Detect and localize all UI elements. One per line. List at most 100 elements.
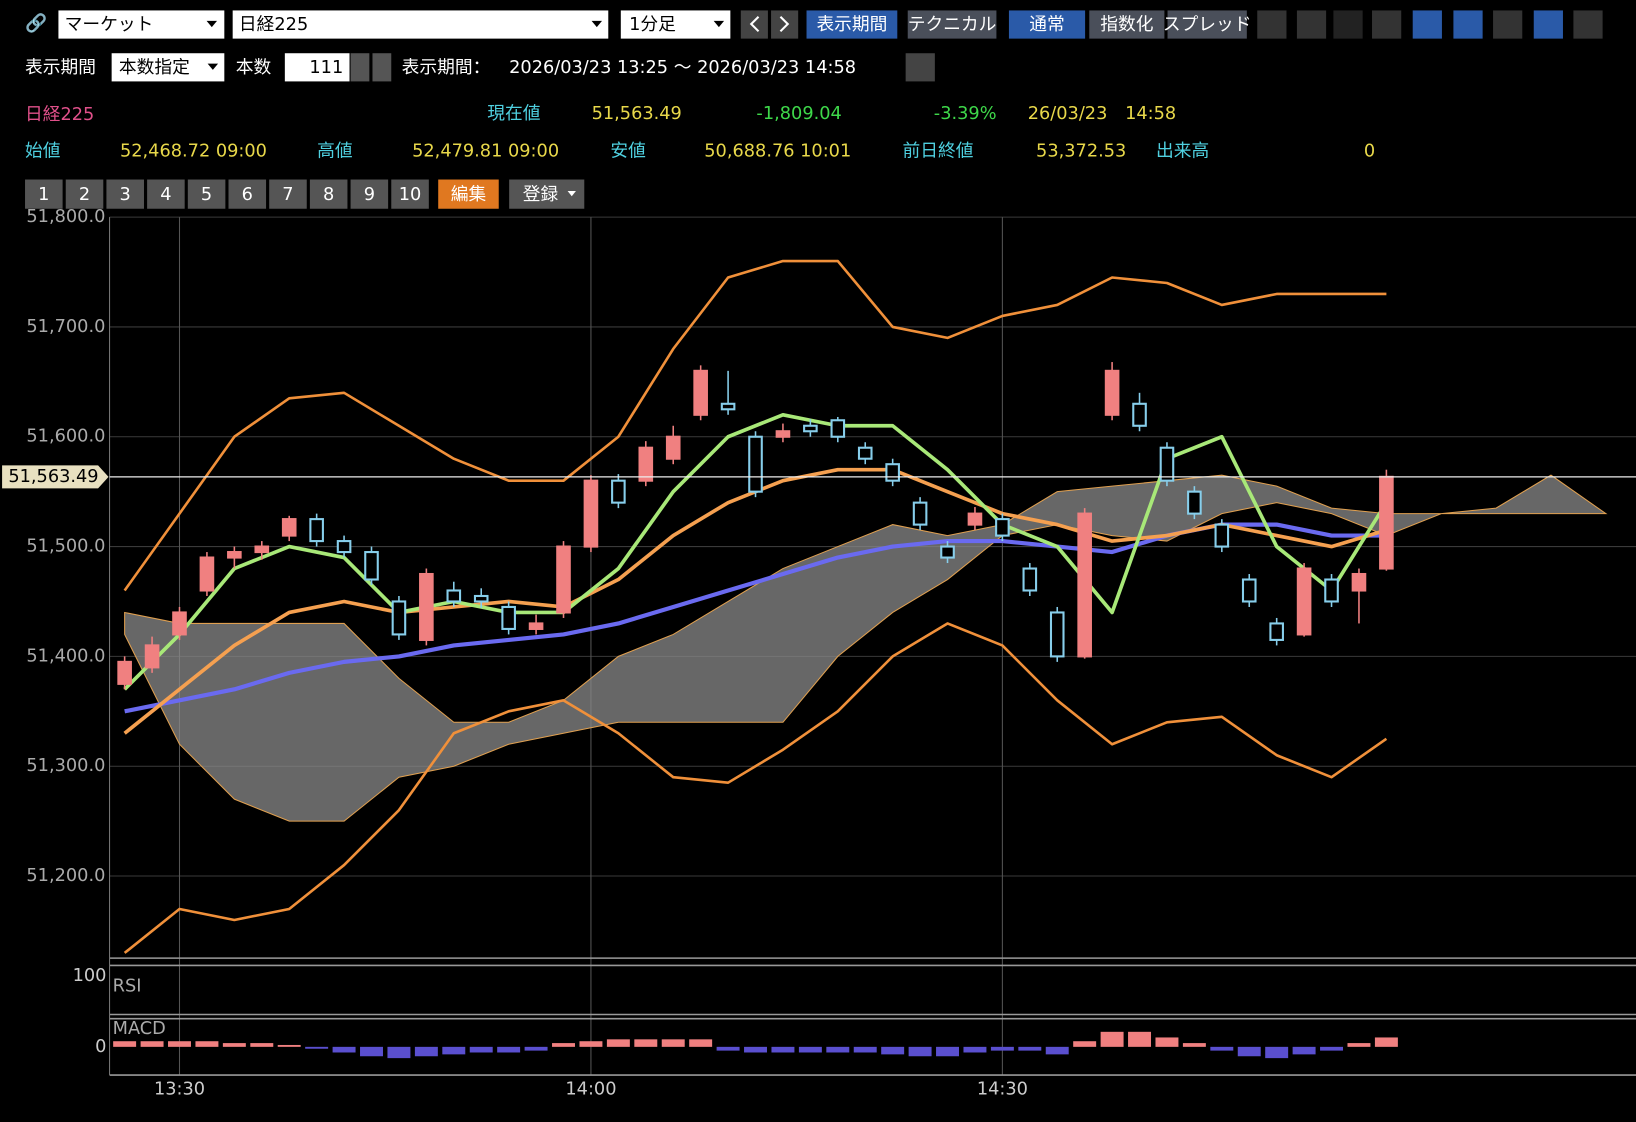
tab-label: 3 — [120, 185, 131, 205]
macd-bar — [798, 1046, 822, 1053]
tab[interactable] — [228, 179, 267, 209]
tab-label: 5 — [201, 185, 212, 205]
x-tick-label: 13:30 — [154, 1080, 205, 1100]
info-button[interactable] — [1493, 10, 1523, 39]
macd-bar — [716, 1046, 740, 1051]
toolbar-button[interactable] — [1089, 10, 1165, 39]
candle-body — [940, 545, 955, 559]
candle-body — [227, 551, 242, 559]
trend-button[interactable] — [1412, 10, 1442, 39]
price-tag-label: 51,563.49 — [8, 467, 98, 487]
count-label: 本数 — [236, 57, 272, 78]
tab[interactable] — [25, 179, 63, 209]
y-tick-label: 51,300.0 — [26, 756, 105, 776]
candle-body — [446, 589, 462, 603]
candle-body — [309, 518, 324, 543]
currency-button[interactable] — [1453, 10, 1483, 39]
pane-label: MACD — [113, 1019, 166, 1039]
macd-bar — [195, 1041, 219, 1047]
candle-body — [830, 419, 846, 438]
toolbar-button[interactable] — [1008, 10, 1086, 39]
dropdown-arrow — [591, 20, 603, 28]
indicator-line — [123, 622, 1388, 954]
next-button[interactable] — [771, 10, 799, 39]
crosshair-button[interactable] — [1257, 10, 1287, 39]
macd-bar — [1320, 1046, 1344, 1051]
zoom-in-button[interactable] — [1296, 10, 1327, 39]
y-tick-label: 51,800.0 — [26, 207, 105, 227]
count-down[interactable] — [350, 53, 370, 82]
candle-body — [1077, 512, 1092, 658]
interval-select[interactable] — [620, 10, 731, 39]
candle-body — [199, 556, 215, 592]
plot-area — [117, 259, 1608, 954]
price-tag — [2, 465, 109, 489]
tab[interactable] — [350, 179, 389, 209]
candle-body — [473, 594, 489, 603]
macd-bar — [305, 1046, 329, 1049]
candle-body — [912, 501, 928, 526]
toolbar-button[interactable] — [806, 10, 898, 39]
count-input[interactable] — [284, 53, 350, 82]
tab[interactable] — [438, 179, 499, 209]
count-text: 111 — [309, 58, 343, 78]
count-up[interactable] — [372, 53, 392, 82]
candle-body — [967, 512, 983, 526]
candle-body — [638, 446, 654, 482]
toolbar-button[interactable] — [1167, 10, 1247, 39]
area-button[interactable] — [1573, 10, 1603, 39]
y-tick-label: 51,400.0 — [26, 646, 105, 666]
volume-label: 出来高 — [1156, 140, 1209, 161]
tab-label: 2 — [79, 185, 90, 205]
prev-button[interactable] — [740, 10, 768, 39]
macd-bar — [250, 1043, 274, 1047]
candle-body — [611, 479, 626, 504]
dropdown-arrow — [207, 63, 219, 70]
candle-body — [336, 540, 352, 554]
candle-body — [1104, 369, 1120, 416]
candle-body — [1214, 523, 1230, 548]
tab[interactable] — [269, 179, 307, 209]
low-value: 50,688.76 10:01 — [704, 141, 851, 161]
quote-name: 日経225 — [25, 104, 94, 125]
candle-body — [1159, 446, 1175, 482]
tab-label: 編集 — [451, 184, 487, 205]
y-tick-label: 51,500.0 — [26, 537, 105, 557]
candle-body — [775, 430, 791, 438]
macd-bar — [990, 1046, 1014, 1051]
mode-text: 本数指定 — [119, 57, 190, 78]
zoom-out-button[interactable] — [1333, 10, 1363, 39]
macd-bar — [1237, 1046, 1261, 1057]
indicator-line — [123, 259, 1387, 592]
my-button[interactable] — [1533, 10, 1563, 39]
candle-body — [1324, 578, 1339, 603]
tab-label: 4 — [160, 185, 171, 205]
macd-bar — [1210, 1046, 1234, 1051]
macd-bar — [113, 1041, 137, 1047]
tab[interactable] — [106, 179, 144, 209]
macd-bar — [579, 1041, 603, 1047]
tab[interactable] — [309, 179, 348, 209]
candle-body — [748, 435, 763, 493]
toolbar-button[interactable] — [907, 10, 997, 39]
market-select[interactable] — [58, 10, 225, 39]
candle-body — [693, 369, 708, 416]
tab[interactable] — [187, 179, 226, 209]
reset-button[interactable] — [905, 53, 935, 82]
macd-bar — [1155, 1037, 1179, 1047]
open-label: 始値 — [25, 140, 61, 161]
tab-label: 6 — [242, 185, 253, 205]
link-icon[interactable]: 🔗 — [25, 12, 47, 34]
candle-body — [1269, 622, 1284, 641]
candle-body — [391, 600, 407, 636]
macd-bar — [552, 1043, 575, 1047]
symbol-select[interactable] — [232, 10, 609, 39]
draw-button[interactable] — [1372, 10, 1402, 39]
tab[interactable] — [65, 179, 104, 209]
macd-bar — [1045, 1046, 1069, 1055]
tab[interactable] — [391, 179, 429, 209]
tab[interactable] — [147, 179, 185, 209]
mode-select[interactable] — [111, 53, 225, 82]
